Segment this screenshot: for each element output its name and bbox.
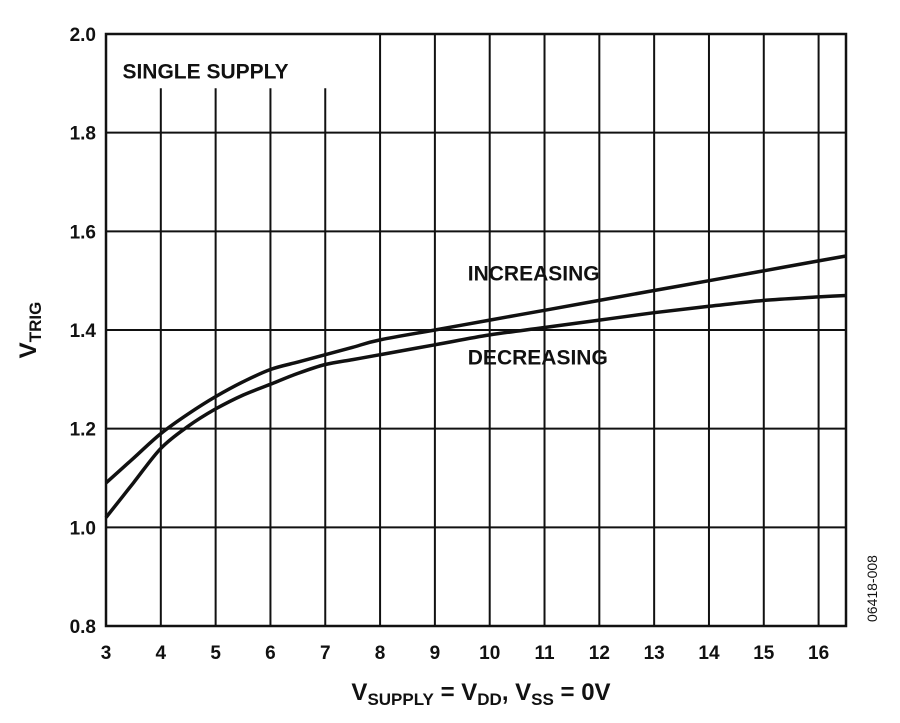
x-tick-label: 6	[265, 643, 276, 664]
x-tick-label: 13	[644, 643, 665, 664]
x-tick-label: 3	[101, 643, 112, 664]
annotation-increasing: INCREASING	[468, 263, 600, 286]
series-lines	[104, 254, 847, 519]
x-tick-label: 16	[808, 643, 829, 664]
x-tick-label: 11	[534, 643, 555, 664]
x-tick-label: 5	[210, 643, 221, 664]
y-tick-labels: 0.8 1.0 1.2 1.4 1.6 1.8 2.0	[70, 25, 97, 638]
x-tick-label: 4	[156, 643, 167, 664]
grid-lines	[106, 34, 846, 626]
plot-frame	[104, 32, 848, 628]
y-tick-label: 1.8	[70, 124, 96, 145]
figure-id: 06418-008	[864, 555, 880, 622]
x-tick-labels: 3 4 5 6 7 8 9 10 11 12 13 14 15 16	[101, 643, 829, 664]
x-axis-label: VSUPPLY = VDD, VSS = 0V	[351, 679, 610, 709]
series-line-decreasing	[104, 293, 847, 519]
x-tick-label: 14	[698, 643, 720, 664]
y-tick-label: 1.4	[70, 321, 97, 342]
x-tick-label: 10	[479, 643, 500, 664]
y-tick-label: 0.8	[70, 617, 96, 638]
y-tick-label: 1.0	[70, 518, 96, 539]
x-tick-label: 15	[753, 643, 775, 664]
series-line-increasing	[104, 254, 847, 485]
x-tick-label: 8	[375, 643, 386, 664]
annotations: SINGLE SUPPLY INCREASING DECREASING	[122, 60, 607, 369]
y-tick-label: 2.0	[70, 25, 96, 46]
y-tick-label: 1.2	[70, 420, 96, 441]
x-tick-label: 9	[430, 643, 441, 664]
x-tick-label: 7	[320, 643, 331, 664]
y-axis-label: VTRIG	[15, 302, 45, 359]
x-tick-label: 12	[589, 643, 610, 664]
annotation-single-supply: SINGLE SUPPLY	[122, 60, 288, 83]
annotation-decreasing: DECREASING	[468, 347, 608, 370]
y-tick-label: 1.6	[70, 222, 96, 243]
